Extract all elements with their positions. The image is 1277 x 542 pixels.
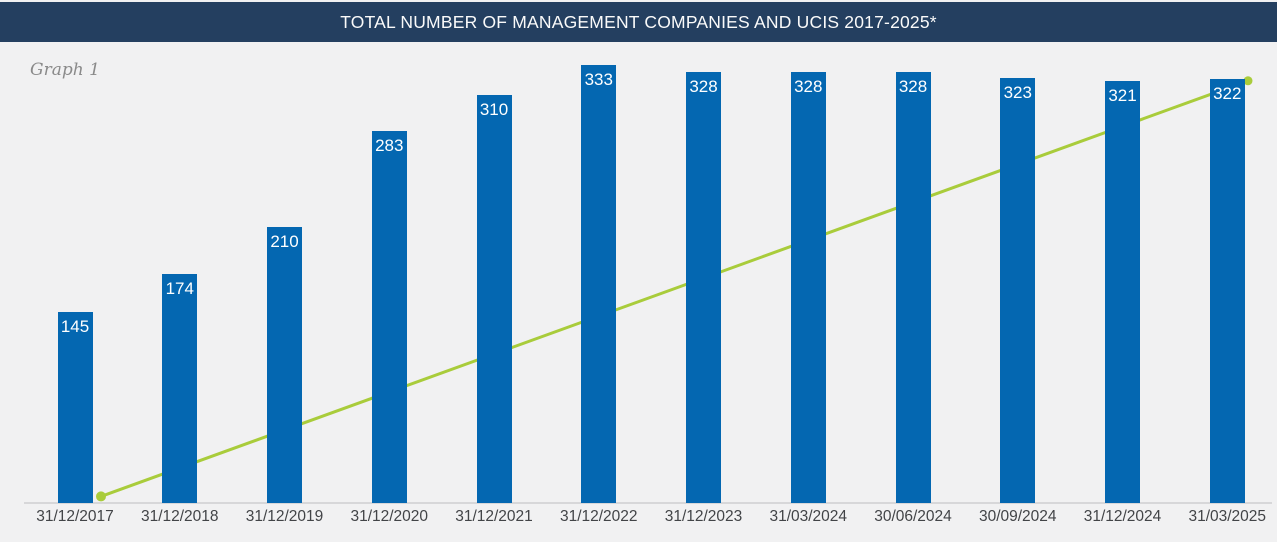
x-axis-tick-label: 31/12/2017 <box>36 508 114 525</box>
x-axis-line <box>24 502 1272 504</box>
x-axis-tick-label: 31/12/2022 <box>559 508 638 525</box>
bar-value-label: 174 <box>165 279 194 299</box>
bar: 321 <box>1105 80 1140 503</box>
bar-value-label: 328 <box>794 76 823 96</box>
bar-value-label: 283 <box>375 135 404 155</box>
bar-value-label: 328 <box>898 76 928 96</box>
bar: 328 <box>790 71 826 503</box>
bar: 283 <box>371 130 407 503</box>
x-axis-tick-label: 31/12/2023 <box>664 508 743 525</box>
chart-title: TOTAL NUMBER OF MANAGEMENT COMPANIES AND… <box>340 11 937 32</box>
bar: 322 <box>1209 79 1245 503</box>
trend-start-marker <box>96 491 106 502</box>
bar: 310 <box>476 95 512 503</box>
trend-end-marker <box>1243 76 1253 86</box>
bar: 328 <box>895 71 931 503</box>
x-axis-tick-label: 30/09/2024 <box>978 508 1057 525</box>
bar-value-label: 333 <box>584 70 613 89</box>
x-axis-tick-label: 31/12/2024 <box>1083 508 1162 525</box>
x-axis-tick-label: 31/12/2019 <box>245 508 324 525</box>
bar: 174 <box>162 274 198 503</box>
bar-value-label: 322 <box>1213 84 1242 104</box>
bar-value-label: 323 <box>1003 83 1032 103</box>
x-axis-tick-label: 31/03/2025 <box>1188 508 1267 525</box>
graph-number-label: Graph 1 <box>30 60 100 80</box>
chart-title-bar: TOTAL NUMBER OF MANAGEMENT COMPANIES AND… <box>0 2 1277 42</box>
x-axis-tick-label: 30/06/2024 <box>874 508 952 525</box>
bar-value-label: 310 <box>479 100 509 120</box>
bar-value-label: 145 <box>60 317 90 337</box>
bar-value-label: 210 <box>270 231 299 251</box>
bar-value-label: 328 <box>689 76 718 96</box>
bar-value-label: 321 <box>1108 85 1137 105</box>
x-axis-tick-label: 31/12/2021 <box>455 508 533 525</box>
bar: 328 <box>686 71 721 503</box>
bar: 323 <box>1000 78 1036 503</box>
bar: 210 <box>267 226 302 503</box>
bar: 145 <box>57 312 93 503</box>
x-axis-tick-label: 31/12/2020 <box>350 508 429 525</box>
x-axis-tick-label: 31/12/2018 <box>140 508 219 525</box>
bar: 333 <box>581 65 617 503</box>
x-axis-tick-label: 31/03/2024 <box>769 508 848 525</box>
